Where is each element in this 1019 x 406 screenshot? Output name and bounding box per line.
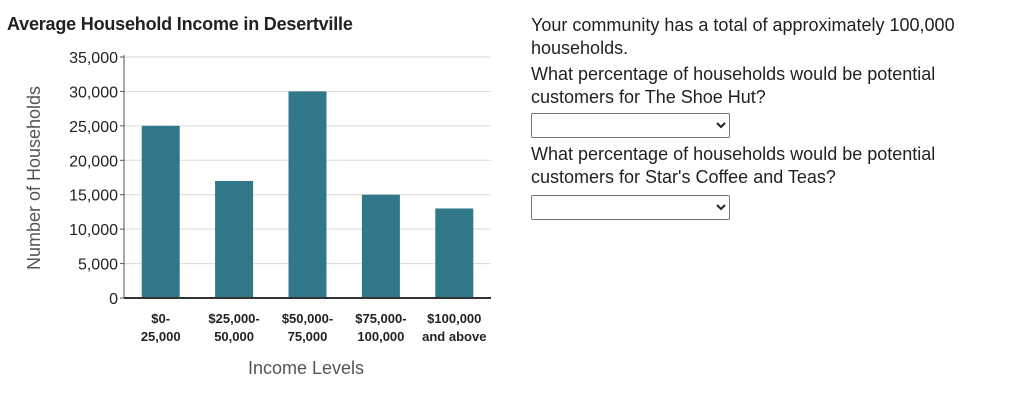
x-tick-label: $0-25,000	[141, 311, 181, 344]
question-panel: Your community has a total of approximat…	[531, 14, 1011, 225]
y-tick-label: 35,000	[69, 50, 118, 67]
question-2-text: What percentage of households would be p…	[531, 144, 936, 187]
question-1-text: What percentage of households would be p…	[531, 64, 936, 107]
y-tick-label: 25,000	[69, 119, 118, 136]
x-tick-labels: $0-25,000 $25,000-50,000 $50,000-75,000 $75…	[141, 311, 487, 344]
bar	[215, 180, 254, 298]
y-tick-label: 10,000	[69, 222, 118, 239]
x-tick-label: $50,000-75,000	[282, 311, 333, 344]
bar-chart: 0 5,000 10,000 15,000 20,000 25,000 30,000 35,0…	[24, 50, 491, 378]
axes	[123, 55, 491, 299]
bar	[361, 194, 400, 298]
intro-text: Your community has a total of approximat…	[531, 15, 955, 58]
y-tick-labels: 0 5,000 10,000 15,000 20,000 25,000 30,000 35,0…	[69, 50, 118, 308]
x-tick-label: $75,000-100,000	[355, 311, 406, 344]
y-axis-label: Number of Households	[24, 86, 44, 270]
y-tick-label: 30,000	[69, 84, 118, 101]
x-axis-label: Income Levels	[248, 358, 364, 378]
bar	[141, 125, 180, 298]
x-tick-label: $100,000 and above	[422, 311, 486, 344]
x-tick-label: $25,000-50,000	[208, 311, 259, 344]
coffee-teas-percentage-dropdown[interactable]	[531, 195, 730, 220]
shoe-hut-percentage-dropdown[interactable]	[531, 113, 730, 138]
y-tick-label: 5,000	[78, 257, 118, 274]
bar	[288, 91, 327, 298]
y-tick-label: 0	[109, 291, 118, 308]
bars	[141, 91, 474, 298]
bar	[435, 208, 474, 298]
y-tick-label: 15,000	[69, 188, 118, 205]
y-tick-label: 20,000	[69, 153, 118, 170]
chart-title: Average Household Income in Desertville	[7, 14, 353, 34]
